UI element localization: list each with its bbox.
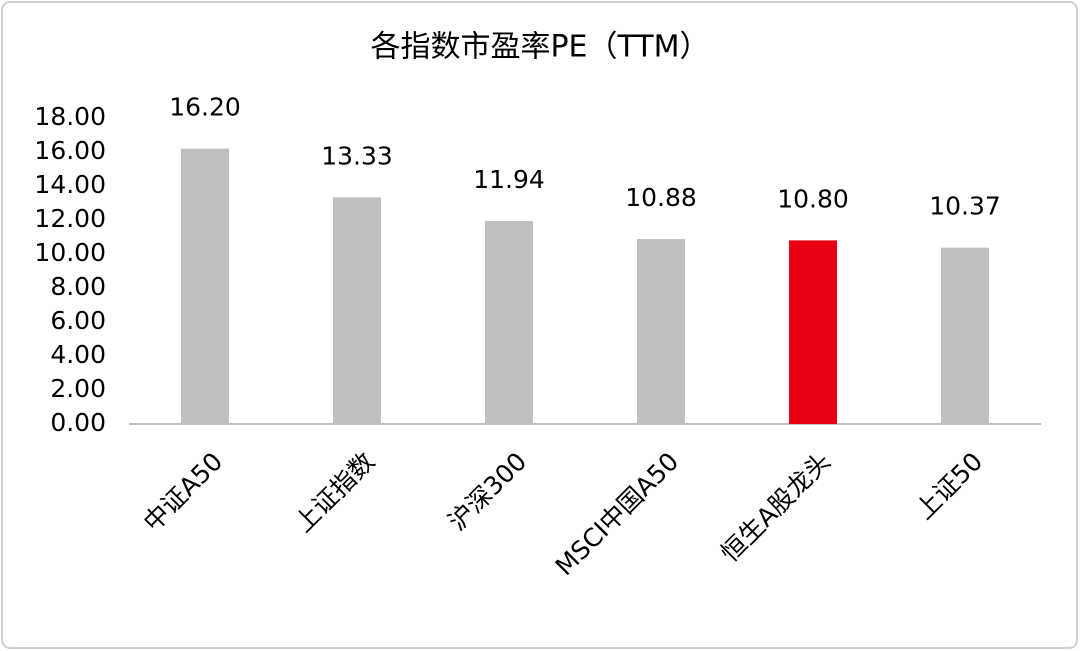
bar [789,240,837,424]
y-tick-label: 12.00 [34,204,106,233]
value-label: 10.37 [929,192,1001,221]
y-tick-label: 14.00 [34,170,106,199]
y-tick-label: 18.00 [34,102,106,131]
bar [485,221,533,424]
bar [181,148,229,424]
value-label: 10.88 [625,183,697,212]
y-tick-label: 6.00 [50,306,106,335]
value-label: 11.94 [473,165,545,194]
value-label: 13.33 [321,141,393,170]
y-tick-label: 10.00 [34,238,106,267]
bar [333,197,381,424]
y-tick-label: 4.00 [50,340,106,369]
y-tick-label: 16.00 [34,136,106,165]
bar [637,239,685,424]
y-tick-label: 8.00 [50,272,106,301]
y-tick-label: 2.00 [50,374,106,403]
bar [941,247,989,424]
value-label: 10.80 [777,184,849,213]
value-label: 16.20 [169,93,241,122]
chart-title: 各指数市盈率PE（TTM） [370,30,709,65]
y-tick-label: 0.00 [50,408,106,437]
